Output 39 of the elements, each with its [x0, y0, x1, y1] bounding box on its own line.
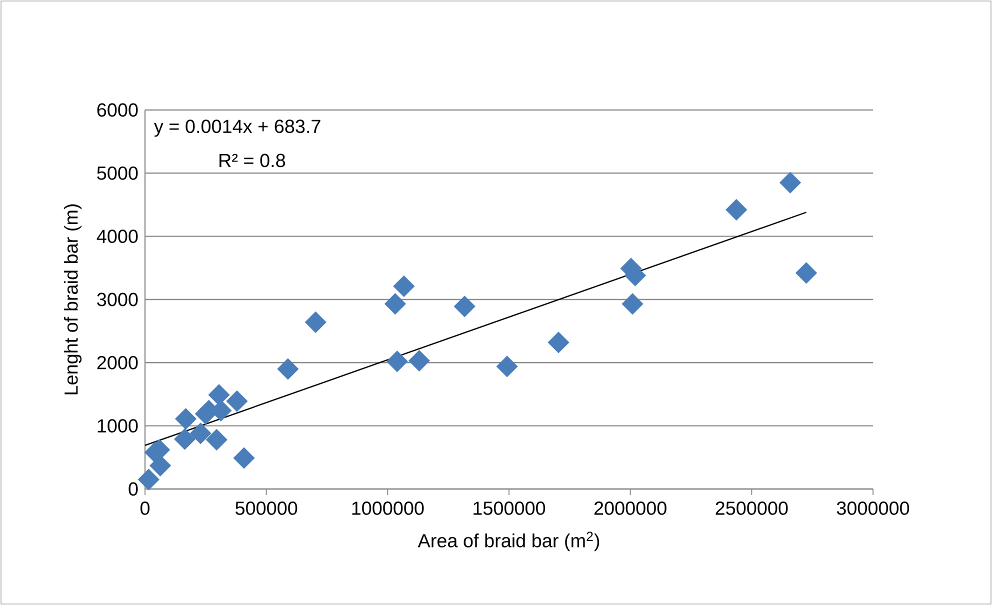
point	[779, 172, 802, 194]
x-tick-label: 2500000	[716, 501, 788, 515]
point	[304, 311, 326, 334]
point	[174, 408, 197, 430]
x-tick-label: 1000000	[352, 501, 424, 515]
x-axis-title: Area of braid bar (m$^{2}$)	[418, 532, 600, 552]
y-tick-label: 3000	[97, 292, 138, 306]
annotation: y = 0.0014x + 683.7	[154, 120, 320, 137]
point	[496, 356, 518, 378]
y-tick-label: 5000	[97, 166, 138, 180]
point	[408, 350, 430, 372]
x-tick-label: 1500000	[474, 501, 546, 515]
point	[548, 332, 570, 354]
y-tick-label: 6000	[97, 103, 138, 117]
point	[622, 293, 644, 315]
point	[277, 358, 299, 380]
x-tick-label: 500000	[236, 501, 298, 515]
point	[190, 422, 212, 444]
annotation: R² = 0.8	[220, 154, 286, 168]
point	[386, 350, 408, 372]
point	[138, 468, 160, 490]
point	[174, 428, 196, 450]
point	[454, 296, 476, 318]
point	[726, 198, 748, 221]
x-tick-label: 0	[140, 501, 150, 515]
y-tick-label: 2000	[97, 356, 138, 370]
x-tick-label: 2000000	[594, 501, 666, 515]
point	[226, 390, 248, 412]
point	[208, 384, 230, 406]
point	[233, 447, 255, 469]
point	[206, 428, 228, 451]
x-tick-label: 3000000	[836, 501, 910, 515]
y-tick-label: 4000	[96, 230, 138, 244]
y-tick-label: 1000	[98, 419, 138, 433]
point	[795, 262, 818, 284]
point	[393, 275, 415, 298]
y-tick-label: 0	[128, 482, 138, 496]
point	[384, 293, 406, 315]
y-axis-title: Lenght of braid bar (m)	[64, 204, 82, 394]
